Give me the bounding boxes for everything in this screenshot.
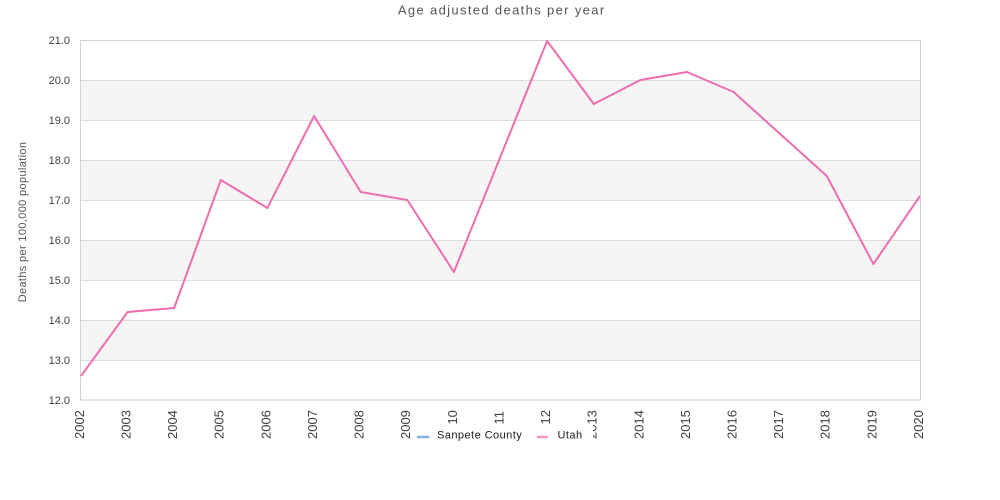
svg-text:2003: 2003 xyxy=(119,410,134,439)
svg-text:Utah: Utah xyxy=(558,430,583,442)
svg-text:19.0: 19.0 xyxy=(49,115,70,127)
svg-text:2005: 2005 xyxy=(212,410,227,439)
svg-text:2020: 2020 xyxy=(911,410,926,439)
svg-text:14.0: 14.0 xyxy=(49,315,70,327)
svg-text:2004: 2004 xyxy=(165,410,180,439)
svg-text:2014: 2014 xyxy=(631,410,646,439)
svg-text:2006: 2006 xyxy=(258,410,273,439)
svg-text:Sanpete County: Sanpete County xyxy=(437,430,522,442)
svg-text:Deaths per 100,000 population: Deaths per 100,000 population xyxy=(17,142,29,303)
svg-text:17.0: 17.0 xyxy=(49,195,70,207)
svg-text:12.0: 12.0 xyxy=(49,395,70,407)
svg-text:2016: 2016 xyxy=(725,410,740,439)
svg-text:2017: 2017 xyxy=(771,410,786,439)
svg-text:2007: 2007 xyxy=(305,410,320,439)
svg-text:2015: 2015 xyxy=(678,410,693,439)
svg-text:21.0: 21.0 xyxy=(49,35,70,47)
svg-text:2018: 2018 xyxy=(818,410,833,439)
svg-text:16.0: 16.0 xyxy=(49,235,70,247)
svg-text:13.0: 13.0 xyxy=(49,355,70,367)
svg-text:Age adjusted deaths per year: Age adjusted deaths per year xyxy=(398,3,606,18)
svg-text:20.0: 20.0 xyxy=(49,75,70,87)
svg-text:2019: 2019 xyxy=(864,410,879,439)
svg-text:15.0: 15.0 xyxy=(49,275,70,287)
svg-text:2008: 2008 xyxy=(352,410,367,439)
svg-text:2002: 2002 xyxy=(72,410,87,439)
svg-text:2009: 2009 xyxy=(398,410,413,439)
svg-text:18.0: 18.0 xyxy=(49,155,70,167)
